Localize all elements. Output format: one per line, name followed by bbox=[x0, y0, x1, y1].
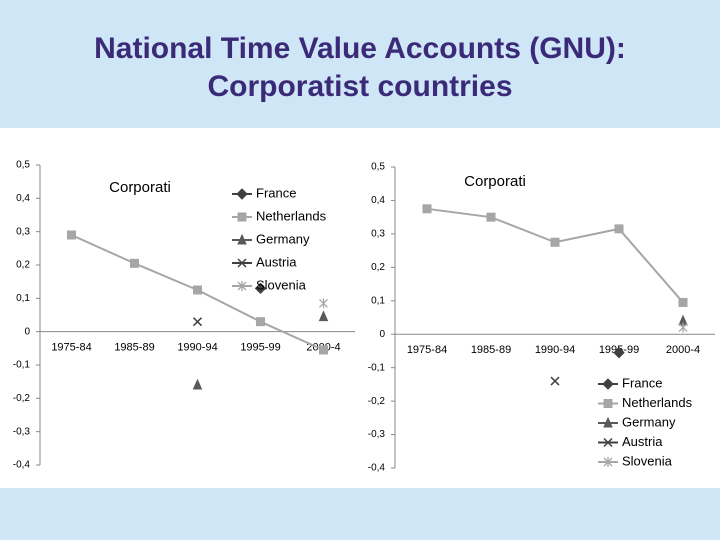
legend-marker bbox=[603, 399, 613, 408]
x-tick-label: 1975-84 bbox=[407, 344, 447, 356]
marker bbox=[422, 204, 432, 214]
legend-marker bbox=[603, 457, 613, 467]
y-tick-label: -0,1 bbox=[13, 360, 31, 371]
y-tick-label: -0,4 bbox=[13, 460, 31, 471]
y-tick-label: 0,2 bbox=[371, 262, 385, 273]
marker bbox=[192, 317, 203, 327]
legend-marker bbox=[237, 281, 247, 291]
legend-label: France bbox=[256, 185, 296, 200]
marker bbox=[256, 317, 265, 327]
marker bbox=[254, 282, 267, 295]
x-tick-label: 1995-99 bbox=[240, 342, 280, 354]
y-tick-label: 0,4 bbox=[16, 193, 30, 204]
y-tick-label: 0,2 bbox=[16, 260, 30, 271]
y-tick-label: 0,3 bbox=[16, 226, 30, 237]
slide-title-line: Corporatist countries bbox=[207, 70, 512, 103]
y-tick-label: -0,3 bbox=[368, 429, 386, 440]
legend-label: France bbox=[622, 375, 662, 390]
marker bbox=[319, 298, 328, 309]
legend-label: Austria bbox=[256, 254, 297, 269]
marker bbox=[192, 378, 203, 390]
marker bbox=[319, 345, 328, 355]
marker bbox=[318, 310, 329, 322]
chart-title: Corporati bbox=[464, 173, 526, 190]
legend-label: Germany bbox=[256, 231, 310, 246]
legend-marker bbox=[237, 258, 247, 268]
x-tick-label: 1975-84 bbox=[51, 342, 91, 354]
legend-marker bbox=[602, 378, 614, 390]
marker bbox=[678, 297, 688, 307]
y-tick-label: -0,3 bbox=[13, 426, 31, 437]
legend-label: Netherlands bbox=[622, 395, 693, 410]
y-tick-label: -0,4 bbox=[368, 463, 386, 474]
legend-label: Austria bbox=[622, 434, 663, 449]
slide-title-line: National Time Value Accounts (GNU): bbox=[94, 32, 626, 65]
marker bbox=[550, 237, 560, 247]
marker bbox=[486, 212, 496, 222]
legend-marker bbox=[603, 416, 613, 428]
marker bbox=[613, 346, 625, 359]
y-tick-label: 0,4 bbox=[371, 195, 385, 206]
legend-label: Germany bbox=[622, 414, 676, 429]
marker bbox=[550, 376, 560, 386]
x-tick-label: 2000-4 bbox=[666, 344, 700, 356]
legend-label: Netherlands bbox=[256, 208, 327, 223]
y-tick-label: -0,2 bbox=[368, 396, 386, 407]
y-tick-label: 0 bbox=[24, 326, 30, 337]
marker bbox=[67, 230, 76, 240]
legend-marker bbox=[237, 212, 247, 222]
marker bbox=[130, 258, 139, 268]
legend-marker bbox=[236, 188, 248, 200]
legend-marker bbox=[237, 233, 247, 245]
y-tick-label: 0,1 bbox=[371, 295, 385, 306]
x-tick-label: 1990-94 bbox=[535, 344, 575, 356]
y-tick-label: 0,5 bbox=[16, 160, 30, 171]
y-tick-label: 0,3 bbox=[371, 229, 385, 240]
x-tick-label: 1990-94 bbox=[177, 342, 217, 354]
y-tick-label: 0,1 bbox=[16, 293, 30, 304]
chart-area bbox=[0, 128, 720, 488]
y-tick-label: 0 bbox=[379, 329, 385, 340]
legend-marker bbox=[603, 437, 613, 448]
y-tick-label: -0,2 bbox=[13, 393, 31, 404]
legend-label: Slovenia bbox=[622, 453, 673, 468]
x-tick-label: 1985-89 bbox=[114, 342, 154, 354]
y-tick-label: 0,5 bbox=[371, 162, 385, 173]
x-tick-label: 1985-89 bbox=[471, 344, 511, 356]
chart-title: Corporati bbox=[109, 179, 171, 196]
y-tick-label: -0,1 bbox=[368, 362, 386, 373]
marker bbox=[678, 322, 688, 333]
marker bbox=[614, 224, 624, 234]
marker bbox=[193, 285, 202, 295]
legend-label: Slovenia bbox=[256, 277, 307, 292]
